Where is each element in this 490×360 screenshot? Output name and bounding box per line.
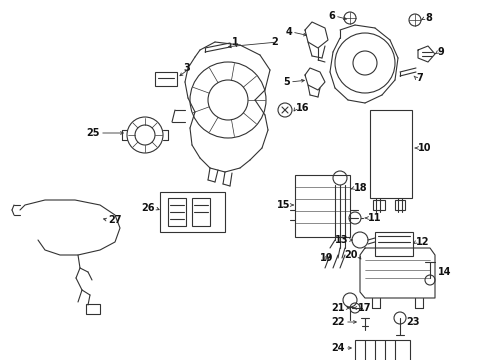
Text: 20: 20: [344, 250, 358, 260]
Text: 13: 13: [335, 235, 348, 245]
Bar: [375, 232, 413, 256]
Text: 5: 5: [283, 77, 290, 87]
Bar: [355, 340, 410, 360]
Bar: [160, 192, 225, 232]
Text: 6: 6: [328, 11, 335, 21]
Text: 12: 12: [416, 237, 430, 247]
Text: 14: 14: [438, 267, 451, 277]
Text: 19: 19: [320, 253, 334, 263]
Text: 10: 10: [418, 143, 432, 153]
Text: 4: 4: [285, 27, 292, 37]
Text: 24: 24: [332, 343, 345, 353]
Text: 9: 9: [438, 47, 445, 57]
Text: 18: 18: [354, 183, 368, 193]
Bar: [192, 198, 210, 226]
Text: 7: 7: [416, 73, 423, 83]
Bar: [295, 175, 350, 237]
Bar: [395, 200, 405, 210]
Text: 8: 8: [425, 13, 432, 23]
Text: 16: 16: [296, 103, 310, 113]
Text: 15: 15: [276, 200, 290, 210]
Bar: [370, 110, 412, 198]
Text: 11: 11: [368, 213, 382, 223]
Bar: [155, 72, 177, 86]
Text: 21: 21: [332, 303, 345, 313]
Text: 22: 22: [332, 317, 345, 327]
Text: 25: 25: [87, 128, 100, 138]
Bar: [86, 304, 100, 314]
Text: 27: 27: [108, 215, 122, 225]
Text: 1: 1: [232, 37, 238, 47]
Text: 23: 23: [406, 317, 419, 327]
Bar: [373, 200, 385, 210]
Text: 3: 3: [183, 63, 190, 73]
Text: 26: 26: [142, 203, 155, 213]
Text: 17: 17: [358, 303, 371, 313]
Bar: [168, 198, 186, 226]
Text: 2: 2: [271, 37, 278, 47]
